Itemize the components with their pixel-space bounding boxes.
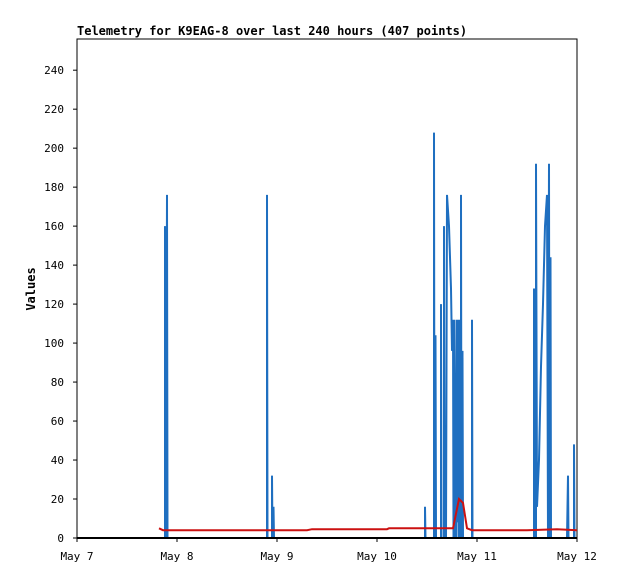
y-tick-label: 0 bbox=[57, 532, 64, 545]
y-tick-label: 220 bbox=[44, 103, 64, 116]
y-tick-label: 160 bbox=[44, 220, 64, 233]
series-line-2 bbox=[158, 497, 578, 532]
x-tick-label: May 12 bbox=[557, 550, 597, 563]
x-tick-label: May 8 bbox=[160, 550, 193, 563]
x-tick-label: May 11 bbox=[457, 550, 497, 563]
y-tick-label: 40 bbox=[51, 454, 64, 467]
y-tick-label: 100 bbox=[44, 337, 64, 350]
y-tick-label: 60 bbox=[51, 415, 64, 428]
y-axis-ticks: 0 20 40 60 80 100 120 140 160 180 200 220 240 bbox=[44, 64, 77, 545]
y-tick-label: 140 bbox=[44, 259, 64, 272]
y-tick-label: 20 bbox=[51, 493, 64, 506]
chart-title: Telemetry for K9EAG-8 over last 240 hour… bbox=[77, 24, 467, 38]
y-tick-label: 80 bbox=[51, 376, 64, 389]
y-tick-label: 120 bbox=[44, 298, 64, 311]
x-tick-label: May 7 bbox=[60, 550, 93, 563]
x-tick-label: May 9 bbox=[260, 550, 293, 563]
x-axis-ticks: May 7 May 8 May 9 May 10 May 11 May 12 bbox=[60, 538, 597, 563]
y-tick-label: 180 bbox=[44, 181, 64, 194]
y-axis-label: Values bbox=[24, 267, 38, 310]
y-tick-label: 200 bbox=[44, 142, 64, 155]
y-tick-label: 240 bbox=[44, 64, 64, 77]
x-tick-label: May 10 bbox=[357, 550, 397, 563]
